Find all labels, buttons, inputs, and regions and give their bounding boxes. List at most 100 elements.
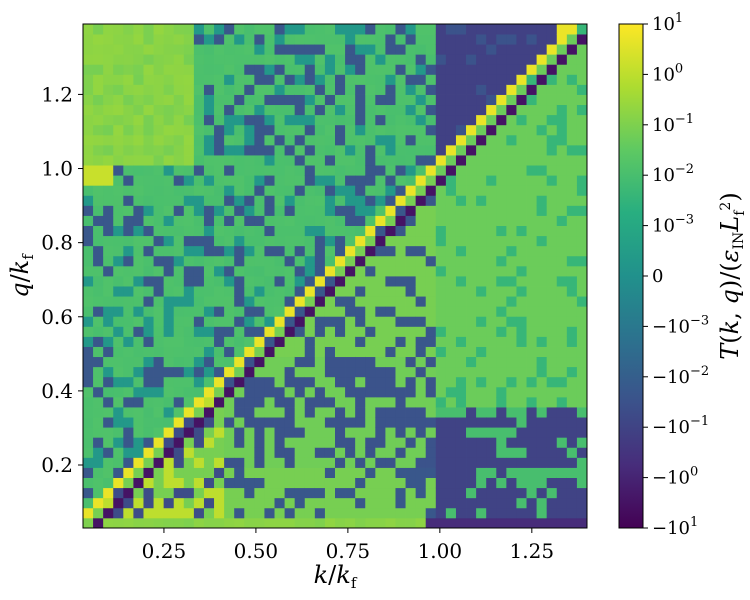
heatmap-cell bbox=[516, 195, 527, 206]
heatmap-cell bbox=[314, 386, 326, 398]
heatmap-cell bbox=[576, 356, 588, 368]
heatmap-cell bbox=[304, 296, 316, 307]
heatmap-cell bbox=[375, 205, 386, 216]
heatmap-cell bbox=[576, 54, 588, 65]
heatmap-cell bbox=[355, 417, 366, 428]
heatmap-cell bbox=[335, 175, 346, 186]
heatmap-cell bbox=[566, 24, 578, 35]
heatmap-cell bbox=[576, 84, 588, 95]
heatmap-cell bbox=[133, 175, 144, 186]
heatmap-cell bbox=[214, 205, 225, 216]
heatmap-cell bbox=[335, 366, 346, 378]
heatmap-cell bbox=[123, 487, 134, 499]
heatmap-cell bbox=[83, 467, 94, 478]
heatmap-cell bbox=[304, 286, 316, 297]
heatmap-cell bbox=[425, 245, 437, 257]
heatmap-cell bbox=[445, 34, 457, 45]
heatmap-cell bbox=[264, 134, 275, 146]
heatmap-cell bbox=[284, 225, 296, 237]
heatmap-cell bbox=[234, 517, 245, 529]
heatmap-cell bbox=[244, 44, 255, 55]
heatmap-cell bbox=[183, 104, 195, 116]
heatmap-cell bbox=[345, 64, 356, 75]
heatmap-cell bbox=[536, 386, 548, 398]
heatmap-cell bbox=[435, 427, 447, 438]
heatmap-cell bbox=[244, 165, 255, 176]
heatmap-cell bbox=[415, 44, 427, 55]
heatmap-cell bbox=[576, 376, 588, 388]
heatmap-cell bbox=[123, 427, 134, 438]
heatmap-cell bbox=[516, 84, 527, 95]
heatmap-cell bbox=[435, 54, 447, 65]
heatmap-cell bbox=[264, 74, 275, 85]
heatmap-cell bbox=[516, 205, 527, 216]
heatmap-cell bbox=[264, 467, 275, 478]
heatmap-cell bbox=[264, 457, 275, 468]
heatmap-cell bbox=[254, 54, 265, 65]
heatmap-cell bbox=[335, 84, 346, 95]
heatmap-cell bbox=[143, 44, 154, 55]
heatmap-cell bbox=[193, 124, 205, 136]
heatmap-cell bbox=[335, 417, 346, 428]
heatmap-cell bbox=[83, 44, 94, 55]
heatmap-cell bbox=[193, 144, 205, 156]
heatmap-cell bbox=[425, 114, 437, 126]
heatmap-cell bbox=[133, 376, 144, 388]
heatmap-cell bbox=[173, 396, 185, 408]
heatmap-cell bbox=[214, 265, 225, 277]
heatmap-cell bbox=[103, 366, 114, 378]
heatmap-cell bbox=[486, 306, 497, 317]
heatmap-cell bbox=[335, 144, 346, 156]
heatmap-cell bbox=[133, 54, 144, 65]
heatmap-cell bbox=[335, 185, 346, 196]
heatmap-cell bbox=[133, 134, 144, 146]
heatmap-cell bbox=[556, 144, 568, 156]
heatmap-cell bbox=[405, 245, 417, 257]
colorbar-tick-label: −10−1 bbox=[652, 414, 709, 438]
heatmap-cell bbox=[193, 64, 205, 75]
heatmap-cell bbox=[516, 94, 527, 106]
heatmap-cell bbox=[566, 134, 578, 146]
heatmap-cell bbox=[83, 316, 94, 327]
heatmap-cell bbox=[214, 437, 225, 448]
heatmap-cell bbox=[395, 64, 406, 75]
heatmap-cell bbox=[163, 225, 175, 237]
heatmap-cell bbox=[335, 195, 346, 206]
heatmap-cell bbox=[526, 487, 537, 499]
heatmap-cell bbox=[214, 165, 225, 176]
heatmap-cell bbox=[153, 417, 165, 428]
heatmap-cell bbox=[163, 346, 175, 358]
heatmap-cell bbox=[556, 306, 568, 317]
heatmap-cell bbox=[93, 44, 104, 55]
heatmap-cell bbox=[93, 175, 104, 186]
heatmap-cell bbox=[445, 205, 457, 216]
heatmap-cell bbox=[536, 316, 548, 327]
heatmap-cell bbox=[153, 44, 165, 55]
heatmap-cell bbox=[254, 417, 265, 428]
heatmap-cell bbox=[284, 34, 296, 45]
heatmap-cell bbox=[93, 124, 104, 136]
heatmap-cell bbox=[476, 265, 487, 277]
heatmap-cell bbox=[455, 477, 467, 489]
heatmap-cell bbox=[234, 54, 245, 65]
heatmap-cell bbox=[264, 427, 275, 438]
heatmap-cell bbox=[133, 155, 144, 166]
heatmap-cell bbox=[536, 437, 548, 448]
heatmap-cell bbox=[234, 497, 245, 509]
heatmap-cell bbox=[83, 64, 94, 75]
heatmap-cell bbox=[153, 34, 165, 45]
heatmap-cell bbox=[435, 386, 447, 398]
heatmap-cell bbox=[455, 124, 467, 136]
heatmap-cell bbox=[113, 477, 124, 489]
heatmap-cell bbox=[83, 396, 94, 408]
heatmap-cell bbox=[214, 296, 225, 307]
heatmap-cell bbox=[455, 386, 467, 398]
heatmap-cell bbox=[506, 497, 517, 509]
heatmap-cell bbox=[375, 165, 386, 176]
heatmap-cell bbox=[486, 396, 497, 408]
heatmap-cell bbox=[304, 134, 316, 146]
heatmap-cell bbox=[486, 265, 497, 277]
heatmap-cell bbox=[284, 114, 296, 126]
heatmap-cell bbox=[375, 255, 386, 267]
heatmap-cell bbox=[173, 497, 185, 509]
